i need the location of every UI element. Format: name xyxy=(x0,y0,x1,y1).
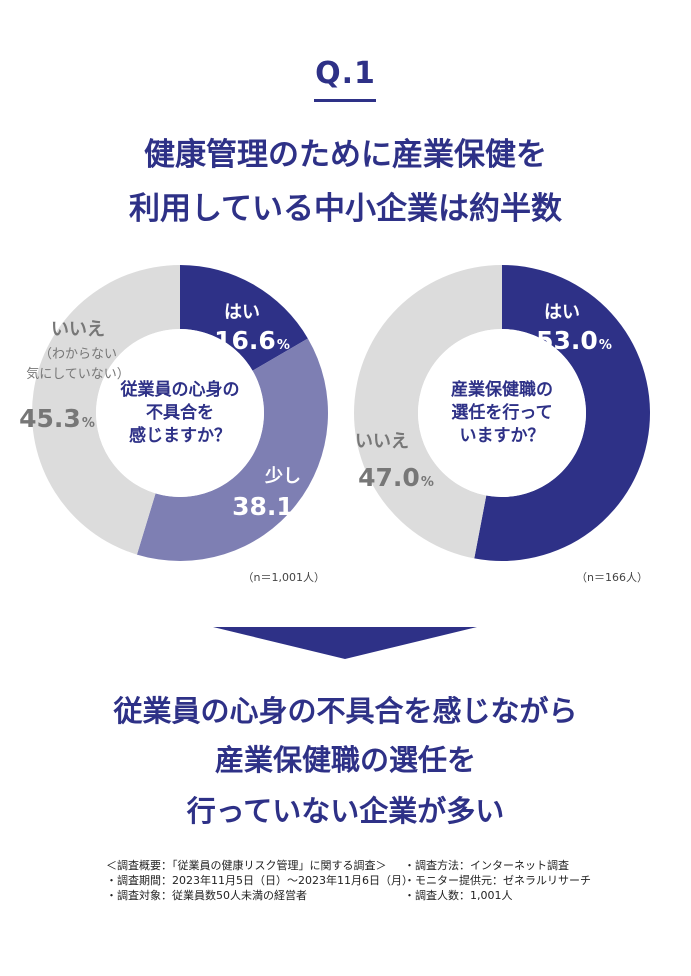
donut-segment-2 xyxy=(136,338,328,561)
donut-segment-2 xyxy=(353,265,502,559)
survey-note: ・調査対象：従業員数50人未満の経営者 xyxy=(106,889,307,902)
headline-line-2: 利用している中小企業は約半数 xyxy=(128,191,563,227)
question-label: Q.1 xyxy=(315,56,376,91)
label-little-value: 38.1% xyxy=(232,492,308,521)
label-no-category: いいえ xyxy=(355,431,409,452)
label-no-value: 45.3% xyxy=(19,404,95,433)
center-question-line: 不具合を xyxy=(146,402,214,423)
survey-note: ・調査期間：2023年11月5日（日）〜2023年11月6日（月） xyxy=(106,874,413,887)
label-no-note: （わからない xyxy=(39,347,117,362)
survey-note: ・調査方法：インターネット調査 xyxy=(404,859,569,872)
survey-note: ・モニター提供元：ゼネラルリサーチ xyxy=(404,874,591,887)
donut-segment-1 xyxy=(180,265,308,371)
question-underline xyxy=(314,99,376,102)
center-question-line: 産業保健職の xyxy=(451,379,553,400)
headline-line-1: 健康管理のために産業保健を xyxy=(144,137,547,173)
label-yes-category: はい xyxy=(224,302,260,323)
down-arrow xyxy=(213,627,477,659)
label-no-category: いいえ xyxy=(51,319,105,340)
conclusion-line-2: 産業保健職の選任を xyxy=(214,743,476,777)
label-yes-value: 53.0% xyxy=(536,326,612,355)
label-no-note: 気にしていない） xyxy=(26,366,130,382)
conclusion-line-3: 行っていない企業が多い xyxy=(186,794,505,828)
sample-size-label: （n＝166人） xyxy=(576,571,648,584)
survey-note: ・調査人数：1,001人 xyxy=(404,889,513,902)
center-question-line: いますか？ xyxy=(460,426,545,446)
label-yes-category: はい xyxy=(544,302,580,323)
donut-segment-1 xyxy=(474,265,650,561)
survey-notes-right: ・調査方法：インターネット調査 ・モニター提供元：ゼネラルリサーチ ・調査人数：… xyxy=(404,858,591,903)
label-yes-value: 16.6% xyxy=(214,326,290,355)
conclusion-line-1: 従業員の心身の不具合を感じながら xyxy=(113,694,578,728)
survey-note: ＜調査概要：「従業員の健康リスク管理」に関する調査＞ xyxy=(106,859,387,872)
label-no-value: 47.0% xyxy=(358,463,434,492)
survey-notes-left: ＜調査概要：「従業員の健康リスク管理」に関する調査＞ ・調査期間：2023年11… xyxy=(106,858,413,903)
center-question-line: 感じますか？ xyxy=(129,425,231,446)
center-question-line: 選任を行って xyxy=(451,402,552,423)
label-little-category: 少し xyxy=(264,466,301,487)
donut-hole xyxy=(418,329,586,497)
donut-segment-3 xyxy=(31,265,181,555)
donut-hole xyxy=(96,329,264,497)
center-question-line: 従業員の心身の xyxy=(120,379,240,400)
sample-size-label: （n＝1,001人） xyxy=(243,571,325,584)
